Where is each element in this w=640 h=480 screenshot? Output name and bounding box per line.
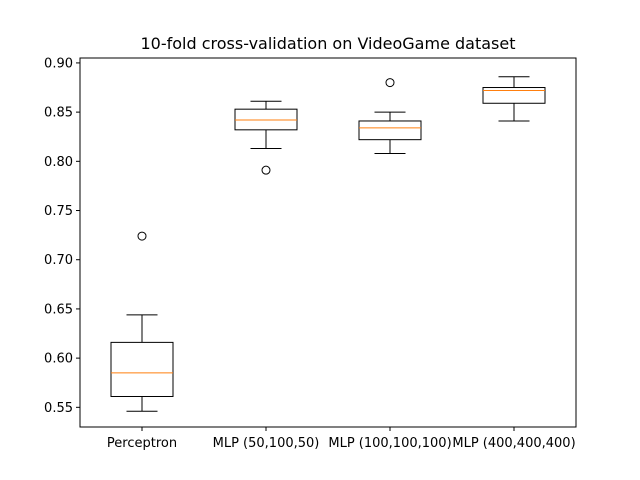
outlier-point — [385, 78, 395, 88]
box-iqr — [110, 341, 174, 397]
box-group — [110, 231, 174, 412]
outlier-point — [137, 231, 147, 241]
box-iqr — [358, 120, 422, 141]
outlier-point — [261, 165, 271, 175]
x-tick-label: MLP (50,100,50) — [213, 436, 320, 451]
box-iqr — [482, 87, 546, 104]
y-tick-label: 0.80 — [44, 155, 73, 170]
y-tick-label: 0.65 — [44, 302, 73, 317]
plot-area — [110, 76, 546, 412]
y-axis: 0.55 0.60 0.65 0.70 0.75 0.80 0.85 0.90 — [44, 56, 80, 416]
y-tick-label: 0.60 — [44, 352, 73, 367]
y-tick-label: 0.85 — [44, 106, 73, 121]
y-tick-label: 0.75 — [44, 204, 73, 219]
y-tick-label: 0.90 — [44, 56, 73, 71]
x-axis: Perceptron MLP (50,100,50) MLP (100,100,10… — [107, 427, 576, 451]
x-tick-label: MLP (400,400,400) — [452, 436, 575, 451]
x-tick-label: Perceptron — [107, 436, 177, 451]
box-group — [482, 76, 546, 122]
box-group — [358, 78, 422, 154]
chart-title: 10-fold cross-validation on VideoGame da… — [141, 34, 516, 53]
plot-frame — [79, 57, 577, 428]
y-tick-label: 0.55 — [44, 401, 73, 416]
box-group — [234, 100, 298, 175]
y-tick-label: 0.70 — [44, 253, 73, 268]
x-tick-label: MLP (100,100,100) — [328, 436, 451, 451]
